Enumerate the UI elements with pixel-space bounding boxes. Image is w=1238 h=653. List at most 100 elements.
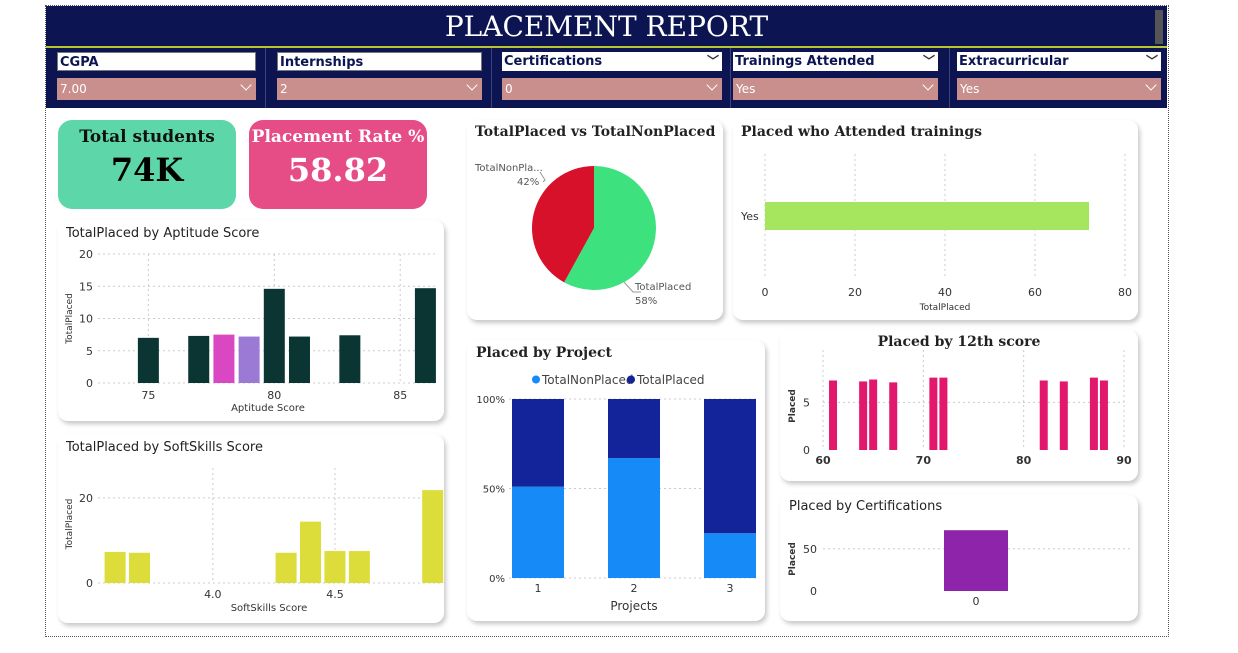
- slicer-label: Trainings Attended ﹀: [733, 52, 938, 71]
- chart-bar: [829, 380, 838, 450]
- chart-bar: [512, 399, 564, 487]
- chart-bar: [765, 202, 1089, 230]
- x-tick-label: 80: [267, 389, 281, 402]
- chart-bar: [1089, 377, 1098, 450]
- chart-title: Placed who Attended trainings: [741, 124, 983, 140]
- pie-value: 58%: [635, 296, 657, 307]
- slicer-extracurricular[interactable]: Extracurricular ﹀ Yes: [957, 52, 1161, 104]
- chart-bar: [300, 521, 322, 583]
- legend-label: TotalPlaced: [636, 373, 705, 387]
- page-title: PLACEMENT REPORT: [444, 10, 769, 43]
- softskills-bar-chart: 0 20 4.0 4.5 SoftSkills Score TotalPlaced: [65, 468, 444, 614]
- chevron-down-icon[interactable]: [240, 79, 252, 91]
- slicer-label: Internships: [277, 52, 482, 71]
- chart-bar: [929, 377, 938, 450]
- chart-trainings-card[interactable]: Placed who Attended trainings 0 20 40 60 80 Y…: [733, 120, 1138, 320]
- chart-bar: [869, 379, 878, 450]
- pie-value: 42%: [517, 177, 539, 188]
- kpi-title: Placement Rate %: [251, 127, 425, 147]
- slicer-value: Yes: [736, 82, 756, 96]
- report-frame: [45, 5, 1169, 637]
- chart-project-card[interactable]: Placed by Project 0% 50% 100% 1 2 3 Projects To…: [467, 340, 765, 621]
- chart-bar: [275, 552, 297, 583]
- slicer-dropdown[interactable]: Yes: [957, 78, 1161, 100]
- chevron-down-icon[interactable]: ﹀: [1145, 54, 1158, 68]
- slicer-dropdown[interactable]: 7.00: [57, 78, 256, 100]
- chart-bar: [137, 337, 159, 383]
- chart-bar: [348, 551, 370, 583]
- chart-bar: [704, 533, 756, 578]
- chart-bar: [339, 335, 361, 383]
- x-tick-label: 4.0: [204, 588, 222, 601]
- slicer-bar: CGPA 7.00 Internships 2 Certifications ﹀ …: [46, 48, 1167, 108]
- slicer-cgpa[interactable]: CGPA 7.00: [57, 52, 256, 104]
- chevron-down-icon[interactable]: [1145, 79, 1157, 91]
- slicer-value: 0: [505, 82, 513, 96]
- x-tick-label: 20: [848, 286, 862, 299]
- y-tick-label: 0: [803, 444, 810, 457]
- chart-bar: [263, 288, 285, 383]
- slicer-label: Certifications ﹀: [502, 52, 722, 71]
- chevron-down-icon[interactable]: ﹀: [922, 54, 935, 68]
- chart-bar: [608, 399, 660, 459]
- slicer-dropdown[interactable]: 0: [502, 78, 722, 100]
- x-axis-label: Projects: [610, 599, 657, 613]
- slicer-internships[interactable]: Internships 2: [277, 52, 482, 104]
- chart-bar: [129, 552, 151, 583]
- chart-title: Placed by 12th score: [877, 334, 1041, 350]
- x-axis-label: SoftSkills Score: [231, 603, 308, 614]
- chart-bar: [512, 486, 564, 578]
- chart-bar: [1099, 380, 1108, 450]
- x-tick-label: 80: [1016, 454, 1032, 467]
- chart-softskills-card[interactable]: TotalPlaced by SoftSkills Score 0 20 4.0 4.…: [58, 434, 444, 623]
- aptitude-bar-chart: 0 5 10 15 20 75 80 85 Aptitude Score TotalPlaced: [65, 248, 438, 414]
- y-tick-label: 5: [86, 345, 93, 358]
- x-tick-label: 3: [727, 582, 734, 595]
- y-tick-label: 10: [79, 313, 93, 326]
- x-tick-label: 60: [1028, 286, 1042, 299]
- chevron-down-icon[interactable]: [706, 79, 718, 91]
- report-header: PLACEMENT REPORT: [46, 6, 1167, 46]
- slicer-value: Yes: [960, 82, 980, 96]
- twelfth-bar-chart: 0 5 60 70 80 90 Placed: [788, 350, 1132, 467]
- chart-title: TotalPlaced vs TotalNonPlaced: [475, 124, 716, 140]
- y-tick-label: 20: [79, 492, 93, 505]
- chart-bar: [324, 551, 346, 583]
- chart-bar: [944, 530, 1008, 591]
- chart-pie-card[interactable]: TotalPlaced vs TotalNonPlaced TotalPlace…: [467, 120, 723, 320]
- chevron-down-icon[interactable]: [922, 79, 934, 91]
- slicer-value: 7.00: [60, 82, 87, 96]
- slicer-label-text: Extracurricular: [959, 54, 1069, 69]
- placed-pie-chart: TotalPlaced 58% TotalNonPla... 42%: [474, 163, 691, 307]
- legend-marker: [627, 375, 635, 384]
- slicer-dropdown[interactable]: 2: [277, 78, 482, 100]
- chevron-down-icon[interactable]: [466, 79, 478, 91]
- chart-aptitude-card[interactable]: TotalPlaced by Aptitude Score 0 5 10 15 20 75…: [58, 220, 444, 421]
- pie-label: TotalNonPla...: [474, 163, 543, 174]
- chart-bar: [939, 377, 948, 450]
- y-tick-label: 0: [86, 577, 93, 590]
- chevron-down-icon[interactable]: ﹀: [706, 54, 719, 68]
- slicer-certifications[interactable]: Certifications ﹀ 0: [502, 52, 722, 104]
- slicer-divider: [265, 48, 266, 108]
- chart-bar: [859, 381, 868, 450]
- slicer-trainings[interactable]: Trainings Attended ﹀ Yes: [733, 52, 938, 104]
- y-tick-label: 0%: [489, 574, 505, 585]
- y-axis-label: TotalPlaced: [65, 499, 75, 551]
- scrollbar[interactable]: [1155, 10, 1163, 44]
- chart-bar: [1039, 380, 1048, 450]
- chart-certs-card[interactable]: Placed by Certifications 0 50 0 Placed: [780, 495, 1138, 621]
- slicer-label: CGPA: [57, 52, 256, 71]
- x-tick-label: 0: [973, 595, 980, 608]
- chart-title: TotalPlaced by Aptitude Score: [66, 226, 260, 241]
- slicer-dropdown[interactable]: Yes: [733, 78, 938, 100]
- y-tick-label: 5: [803, 396, 810, 409]
- chart-bar: [238, 336, 260, 383]
- slicer-label: Extracurricular ﹀: [957, 52, 1161, 71]
- x-axis-label: Aptitude Score: [231, 403, 305, 414]
- chart-bar: [608, 458, 660, 578]
- x-axis-label: TotalPlaced: [919, 303, 971, 313]
- chart-twelfth-card[interactable]: Placed by 12th score 0 5 60 70 80 90 Placed: [780, 330, 1138, 481]
- leader-line: [539, 171, 546, 183]
